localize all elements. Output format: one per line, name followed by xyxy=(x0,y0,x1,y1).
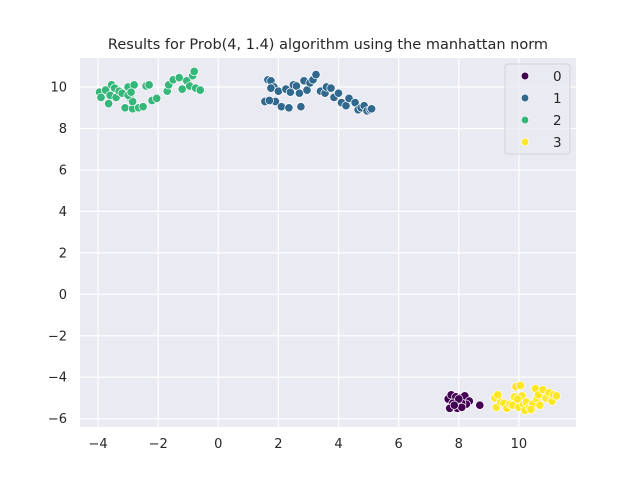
data-point-cluster-2 xyxy=(120,103,130,113)
y-axis-ticks: −6 −4 −2 0 2 4 6 8 10 xyxy=(48,81,67,428)
y-tick-label: 4 xyxy=(59,205,67,220)
x-tick-label: 10 xyxy=(511,437,528,452)
x-tick-label: −4 xyxy=(88,437,107,452)
y-tick-label: −4 xyxy=(48,371,67,386)
data-point-cluster-1 xyxy=(284,103,294,113)
data-point-cluster-2 xyxy=(152,93,162,103)
data-point-cluster-2 xyxy=(189,66,199,77)
data-point-cluster-1 xyxy=(266,83,276,93)
y-tick-label: 0 xyxy=(59,288,67,303)
data-point-cluster-0 xyxy=(454,394,464,404)
data-point-cluster-1 xyxy=(276,102,286,112)
data-points xyxy=(94,66,562,415)
plot-background xyxy=(80,58,576,427)
data-point-cluster-1 xyxy=(311,70,321,80)
data-point-cluster-0 xyxy=(457,402,467,412)
data-point-cluster-1 xyxy=(367,104,377,114)
data-point-cluster-1 xyxy=(326,83,336,93)
x-tick-label: 4 xyxy=(334,437,342,452)
x-tick-label: 2 xyxy=(274,437,282,452)
data-point-cluster-3 xyxy=(526,404,536,414)
x-tick-label: 8 xyxy=(455,437,463,452)
data-point-cluster-0 xyxy=(475,400,485,410)
data-point-cluster-2 xyxy=(144,80,154,90)
legend-marker-0 xyxy=(520,71,530,81)
data-point-cluster-2 xyxy=(126,87,136,97)
y-tick-label: 2 xyxy=(59,246,67,261)
x-tick-label: −2 xyxy=(149,437,168,452)
y-tick-label: 6 xyxy=(59,163,67,178)
legend: 0 1 2 3 xyxy=(504,63,571,155)
x-tick-label: 6 xyxy=(395,437,403,452)
data-point-cluster-1 xyxy=(273,86,283,96)
data-point-cluster-3 xyxy=(512,394,522,404)
legend-label-2: 2 xyxy=(553,113,562,129)
y-tick-label: 8 xyxy=(59,122,67,137)
data-point-cluster-0 xyxy=(449,400,459,410)
chart-title: Results for Prob(4, 1.4) algorithm using… xyxy=(108,37,548,53)
data-point-cluster-3 xyxy=(551,391,562,401)
data-point-cluster-2 xyxy=(128,96,138,107)
data-point-cluster-2 xyxy=(177,84,187,94)
data-point-cluster-2 xyxy=(96,92,106,102)
legend-label-1: 1 xyxy=(553,91,562,107)
legend-label-3: 3 xyxy=(553,135,562,151)
legend-marker-3 xyxy=(520,137,530,147)
data-point-cluster-1 xyxy=(294,88,304,98)
x-tick-label: 0 xyxy=(214,437,222,452)
y-tick-label: −2 xyxy=(48,329,67,344)
y-tick-label: −6 xyxy=(48,412,67,427)
data-point-cluster-2 xyxy=(174,73,184,83)
data-point-cluster-1 xyxy=(264,95,274,106)
data-point-cluster-1 xyxy=(296,102,306,112)
data-point-cluster-3 xyxy=(515,380,525,391)
legend-marker-1 xyxy=(520,93,530,103)
legend-marker-2 xyxy=(520,115,530,125)
data-point-cluster-2 xyxy=(104,99,114,109)
legend-label-0: 0 xyxy=(553,69,562,85)
x-axis-ticks: −4 −2 0 2 4 6 8 10 xyxy=(88,437,527,452)
data-point-cluster-3 xyxy=(535,400,545,410)
y-tick-label: 10 xyxy=(50,81,67,96)
data-point-cluster-3 xyxy=(493,390,503,400)
data-point-cluster-1 xyxy=(333,88,344,98)
data-point-cluster-2 xyxy=(138,102,148,112)
data-point-cluster-2 xyxy=(195,85,205,95)
legend-box xyxy=(504,63,571,155)
